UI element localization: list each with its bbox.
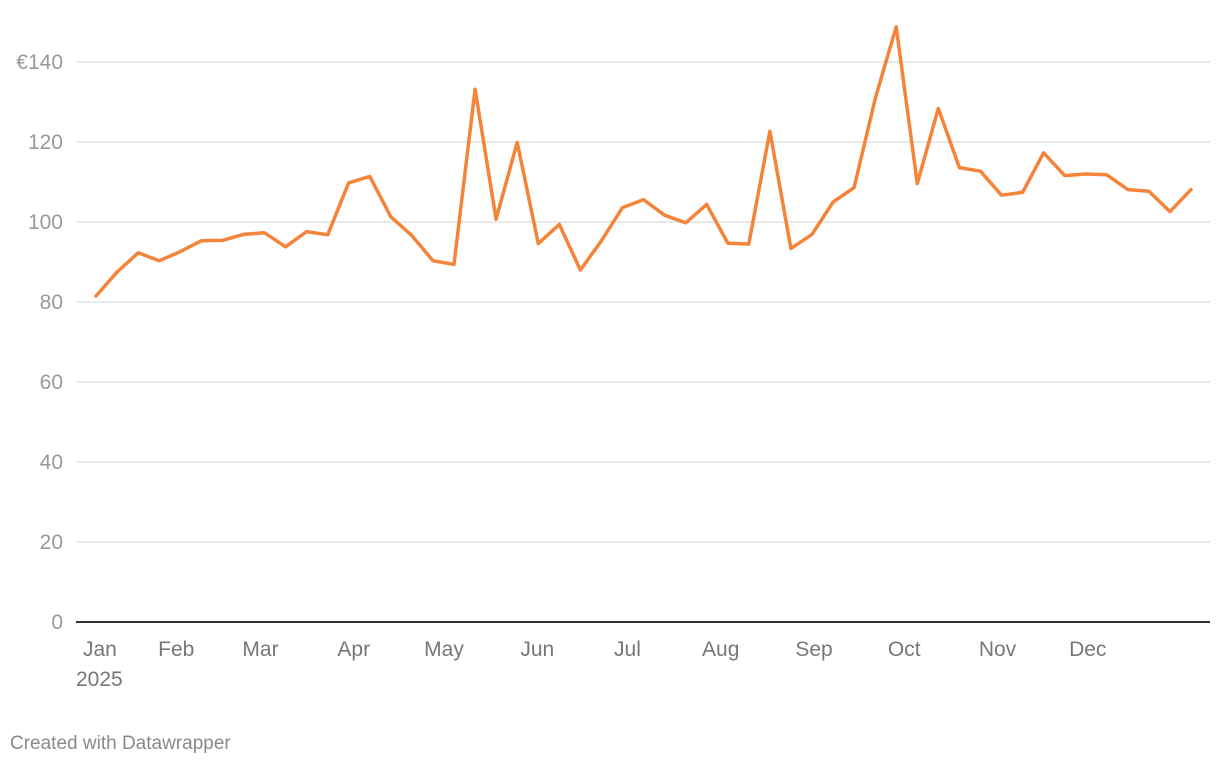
x-tick-label: Apr [337,638,370,661]
y-axis-ticks: 0 20 40 60 80 100 120 €140 [16,51,63,634]
x-tick-year-label: 2025 [76,668,123,691]
x-axis-ticks: Jan 2025 Feb Mar Apr May Jun Jul Aug Sep Oct Nov Dec [76,638,1106,691]
y-tick-label: 100 [28,211,63,234]
y-tick-label: 80 [40,291,63,314]
x-tick-label: Jan [83,638,117,661]
x-tick-label: Jun [520,638,554,661]
x-tick-label: Feb [158,638,194,661]
x-tick-label: May [424,638,464,661]
y-tick-label: 120 [28,131,63,154]
datawrapper-credit: Created with Datawrapper [10,733,231,754]
x-tick-label: Dec [1069,638,1106,661]
x-tick-label: Sep [795,638,832,661]
y-tick-label: 60 [40,371,63,394]
y-tick-label: 0 [51,611,63,634]
series-lines [94,25,1193,298]
series-line-0 [94,25,1193,298]
x-tick-label: Mar [242,638,278,661]
y-tick-label: 40 [40,451,63,474]
x-tick-label: Oct [888,638,921,661]
gridlines [76,61,1210,543]
y-tick-label: 20 [40,531,63,554]
x-tick-label: Aug [702,638,739,661]
y-tick-label: €140 [16,51,63,74]
x-tick-label: Nov [979,638,1017,661]
x-tick-label: Jul [614,638,641,661]
